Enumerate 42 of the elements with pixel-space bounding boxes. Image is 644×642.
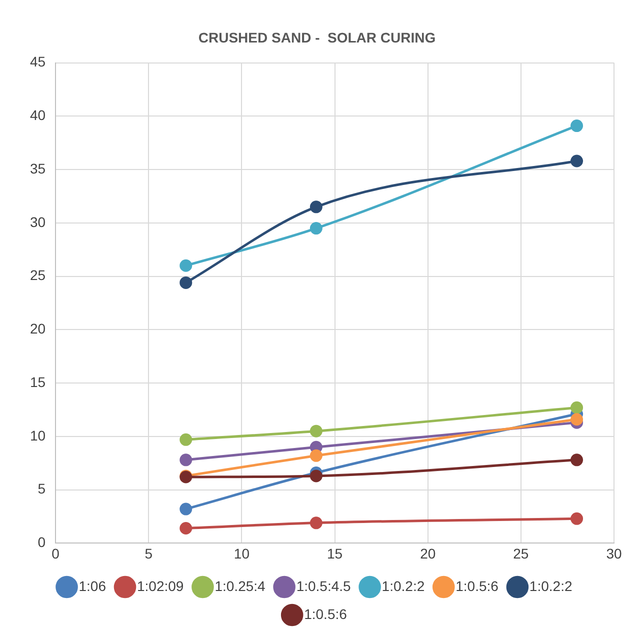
y-tick-label: 25 <box>30 267 46 284</box>
x-tick-label: 15 <box>326 545 343 562</box>
point <box>570 454 584 466</box>
legend-label: 1:06 <box>78 578 106 594</box>
y-tick-label: 40 <box>30 107 46 124</box>
point <box>310 424 322 438</box>
y-tick-label: 15 <box>30 374 46 390</box>
legend-label: 1:0.2:2 <box>529 578 572 594</box>
x-tick-label: 5 <box>144 545 153 562</box>
point <box>180 522 192 535</box>
point <box>180 454 192 466</box>
y-tick-label: 20 <box>30 320 46 337</box>
point <box>180 276 192 289</box>
point <box>310 222 322 235</box>
point <box>310 449 322 462</box>
x-tick-label: 25 <box>513 545 529 562</box>
x-tick-label: 20 <box>420 545 436 562</box>
legend-label: 1:0.2:2 <box>382 578 425 594</box>
x-tick-label: 10 <box>234 545 250 562</box>
point <box>570 154 584 168</box>
legend-label: 1:0.5:6 <box>456 578 499 594</box>
x-tick-label: 30 <box>606 545 622 562</box>
point <box>310 470 322 482</box>
y-tick-label: 5 <box>38 480 46 497</box>
chart-title: CRUSHED SAND - SOLAR CURING <box>198 29 436 46</box>
y-tick-label: 30 <box>30 214 46 230</box>
y-tick-label: 45 <box>30 54 46 70</box>
legend-label: 1:0.5:6 <box>304 606 348 622</box>
legend-label: 1:02:09 <box>137 578 184 594</box>
point <box>310 516 322 530</box>
point <box>180 433 192 446</box>
legend-label: 1:0.25:4 <box>214 578 266 594</box>
point <box>570 120 584 132</box>
point <box>310 200 322 214</box>
point <box>180 259 192 272</box>
y-tick-label: 10 <box>30 427 46 444</box>
x-tick-label: 0 <box>52 545 60 562</box>
y-tick-label: 35 <box>30 160 46 176</box>
point <box>570 512 584 525</box>
y-tick-label: 0 <box>38 534 46 550</box>
legend-label: 1:0.5:4.5 <box>296 578 352 594</box>
point <box>180 502 192 516</box>
